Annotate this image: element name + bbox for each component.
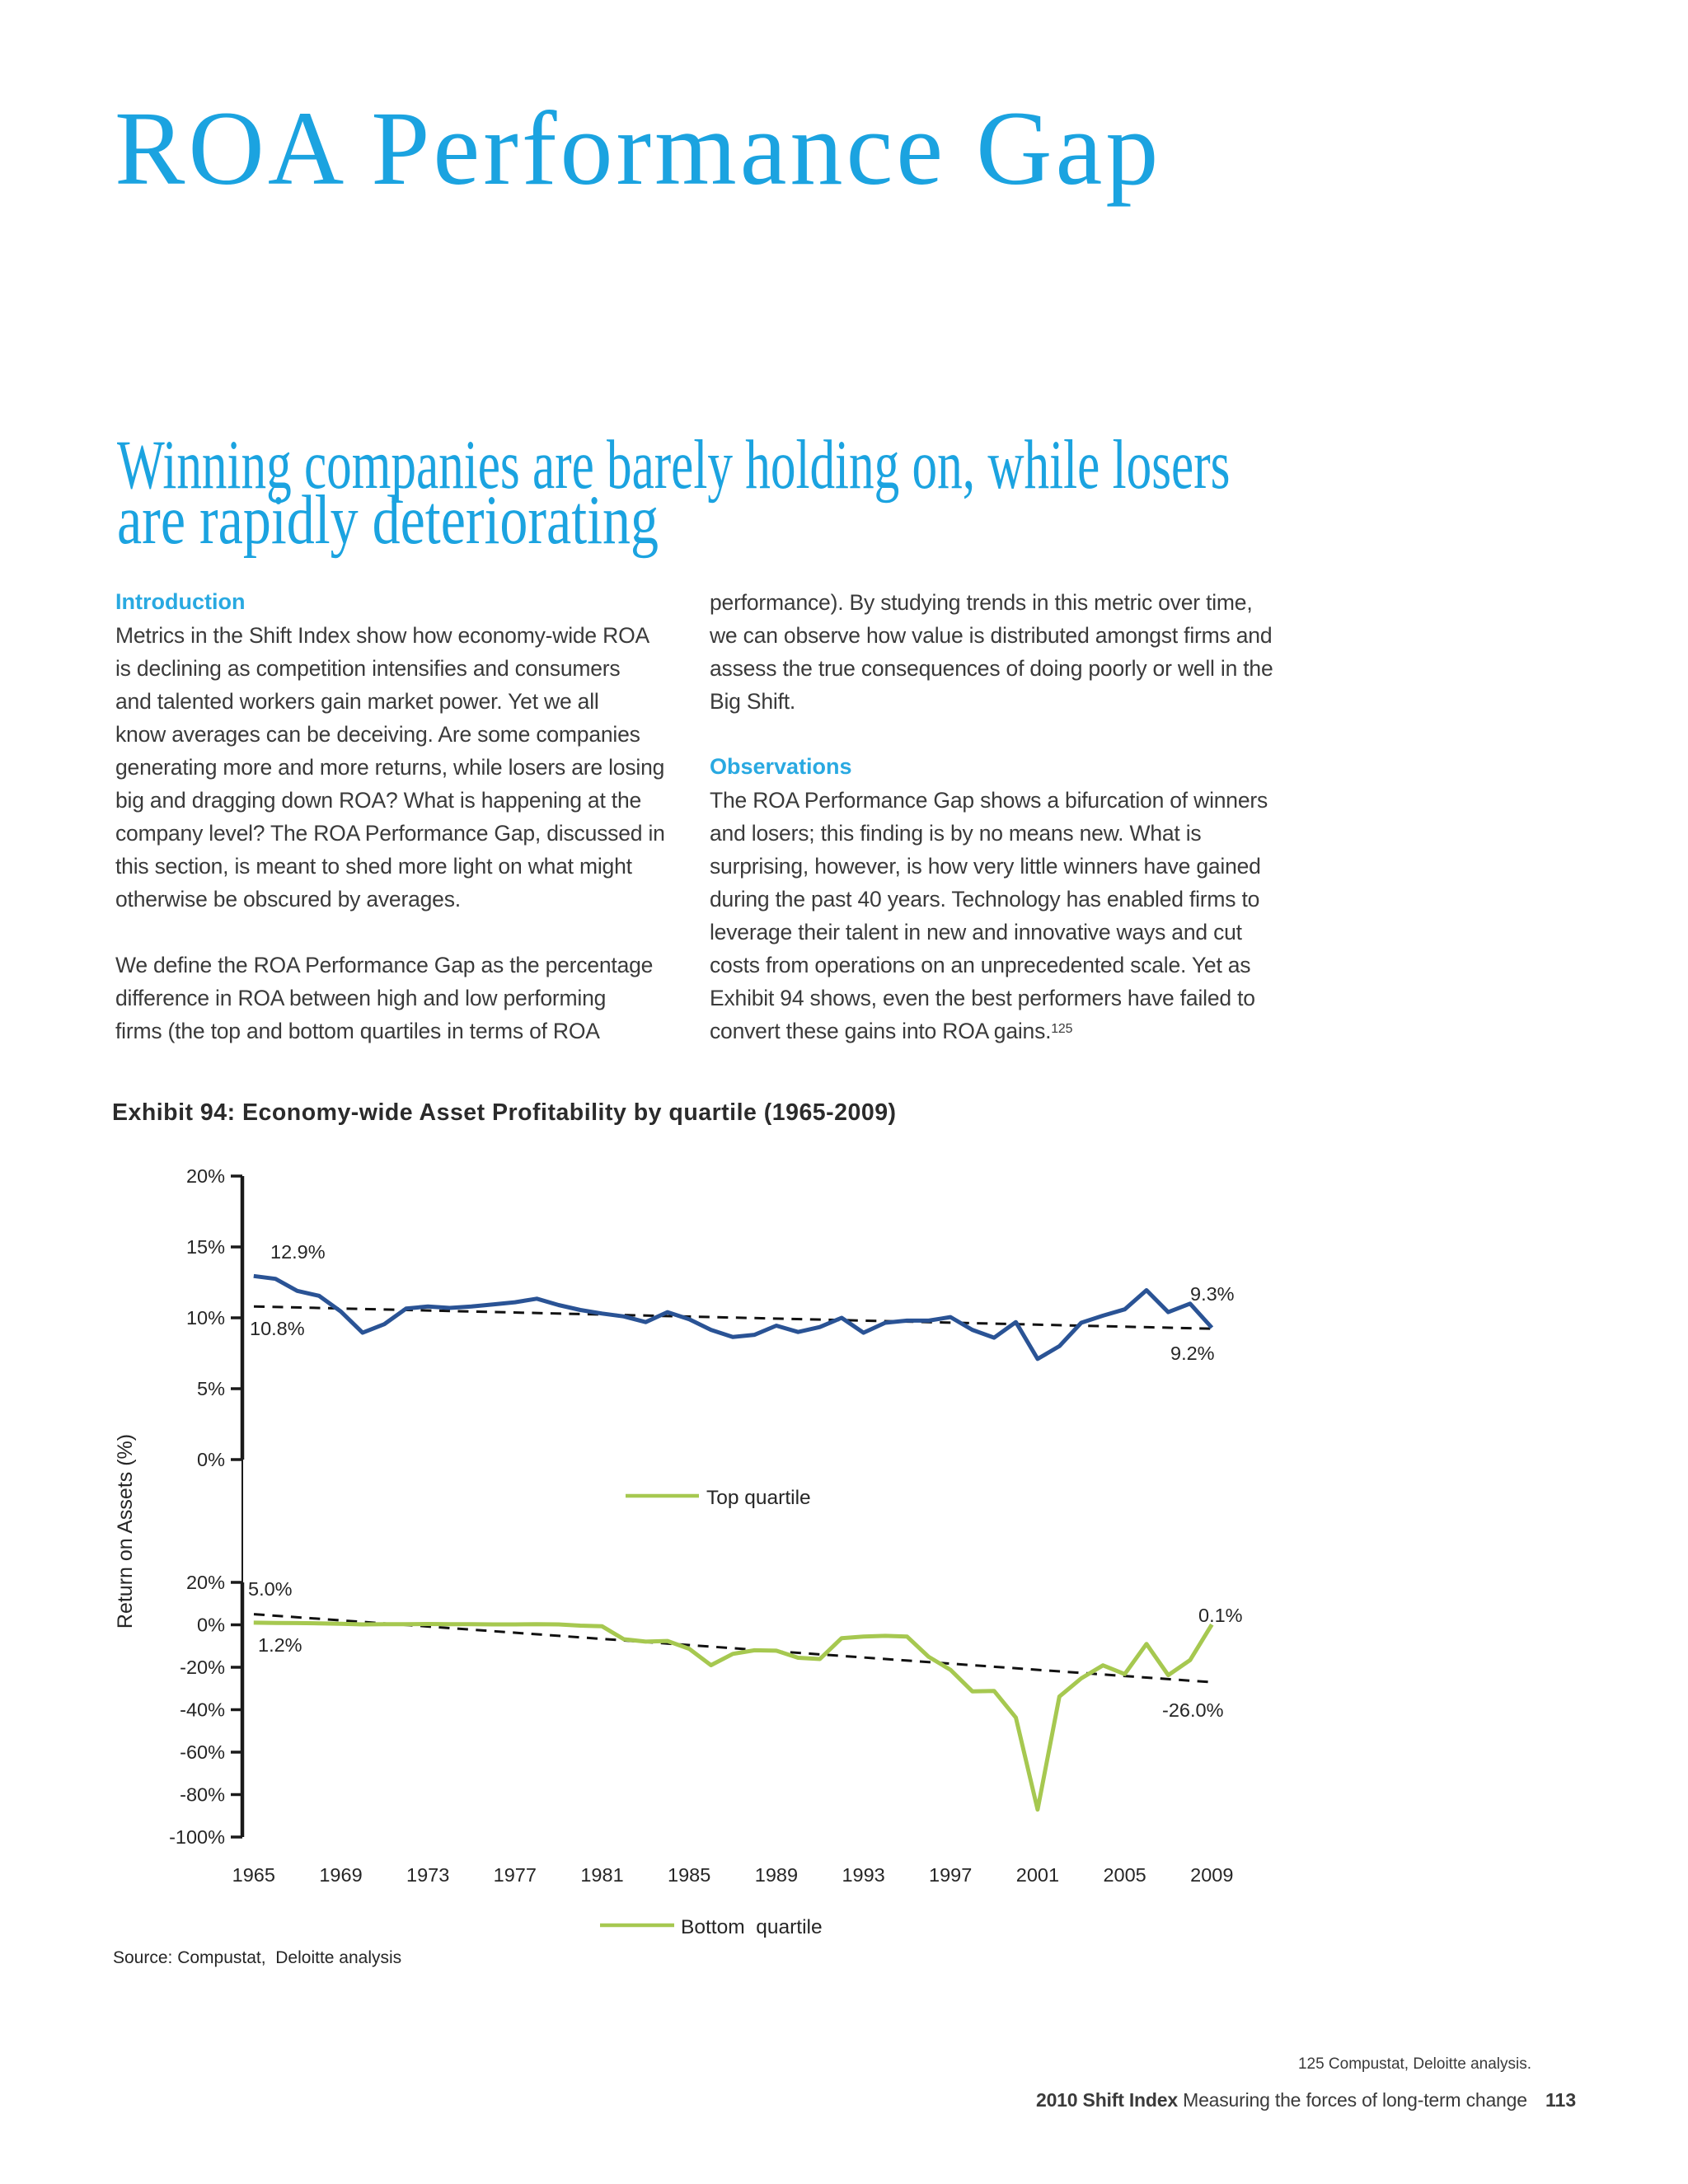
svg-text:1985: 1985 [668,1864,710,1886]
svg-text:-60%: -60% [180,1741,225,1763]
svg-text:1989: 1989 [755,1864,798,1886]
svg-text:-26.0%: -26.0% [1162,1699,1224,1721]
svg-text:15%: 15% [186,1236,225,1258]
svg-text:0%: 0% [197,1449,225,1470]
svg-text:1997: 1997 [929,1864,972,1886]
svg-text:20%: 20% [186,1572,225,1593]
svg-text:1993: 1993 [842,1864,884,1886]
svg-text:Return on Assets (%): Return on Assets (%) [114,1434,137,1629]
svg-text:Top quartile: Top quartile [706,1487,811,1509]
svg-text:1981: 1981 [580,1864,623,1886]
svg-text:-20%: -20% [180,1657,225,1678]
svg-text:Bottom quartile: Bottom quartile [681,1916,823,1938]
svg-text:1973: 1973 [406,1864,449,1886]
svg-text:10%: 10% [186,1307,225,1329]
svg-text:9.3%: 9.3% [1190,1283,1235,1305]
svg-text:20%: 20% [186,1165,225,1187]
svg-text:0%: 0% [197,1615,225,1636]
svg-text:-80%: -80% [180,1784,225,1806]
svg-text:5%: 5% [197,1378,225,1399]
svg-text:2005: 2005 [1103,1864,1146,1886]
svg-text:0.1%: 0.1% [1198,1605,1243,1626]
svg-text:12.9%: 12.9% [270,1241,326,1263]
svg-text:1977: 1977 [494,1864,537,1886]
svg-text:-40%: -40% [180,1699,225,1721]
svg-text:2009: 2009 [1190,1864,1233,1886]
svg-text:1965: 1965 [232,1864,275,1886]
svg-text:1.2%: 1.2% [258,1634,302,1656]
svg-text:2001: 2001 [1016,1864,1059,1886]
svg-text:Source: Compustat, Deloitte a: Source: Compustat, Deloitte analysis [113,1948,401,1967]
svg-text:-100%: -100% [169,1826,225,1848]
svg-text:1969: 1969 [319,1864,362,1886]
svg-text:5.0%: 5.0% [248,1578,293,1600]
svg-text:10.8%: 10.8% [250,1318,305,1339]
svg-text:9.2%: 9.2% [1170,1343,1215,1364]
